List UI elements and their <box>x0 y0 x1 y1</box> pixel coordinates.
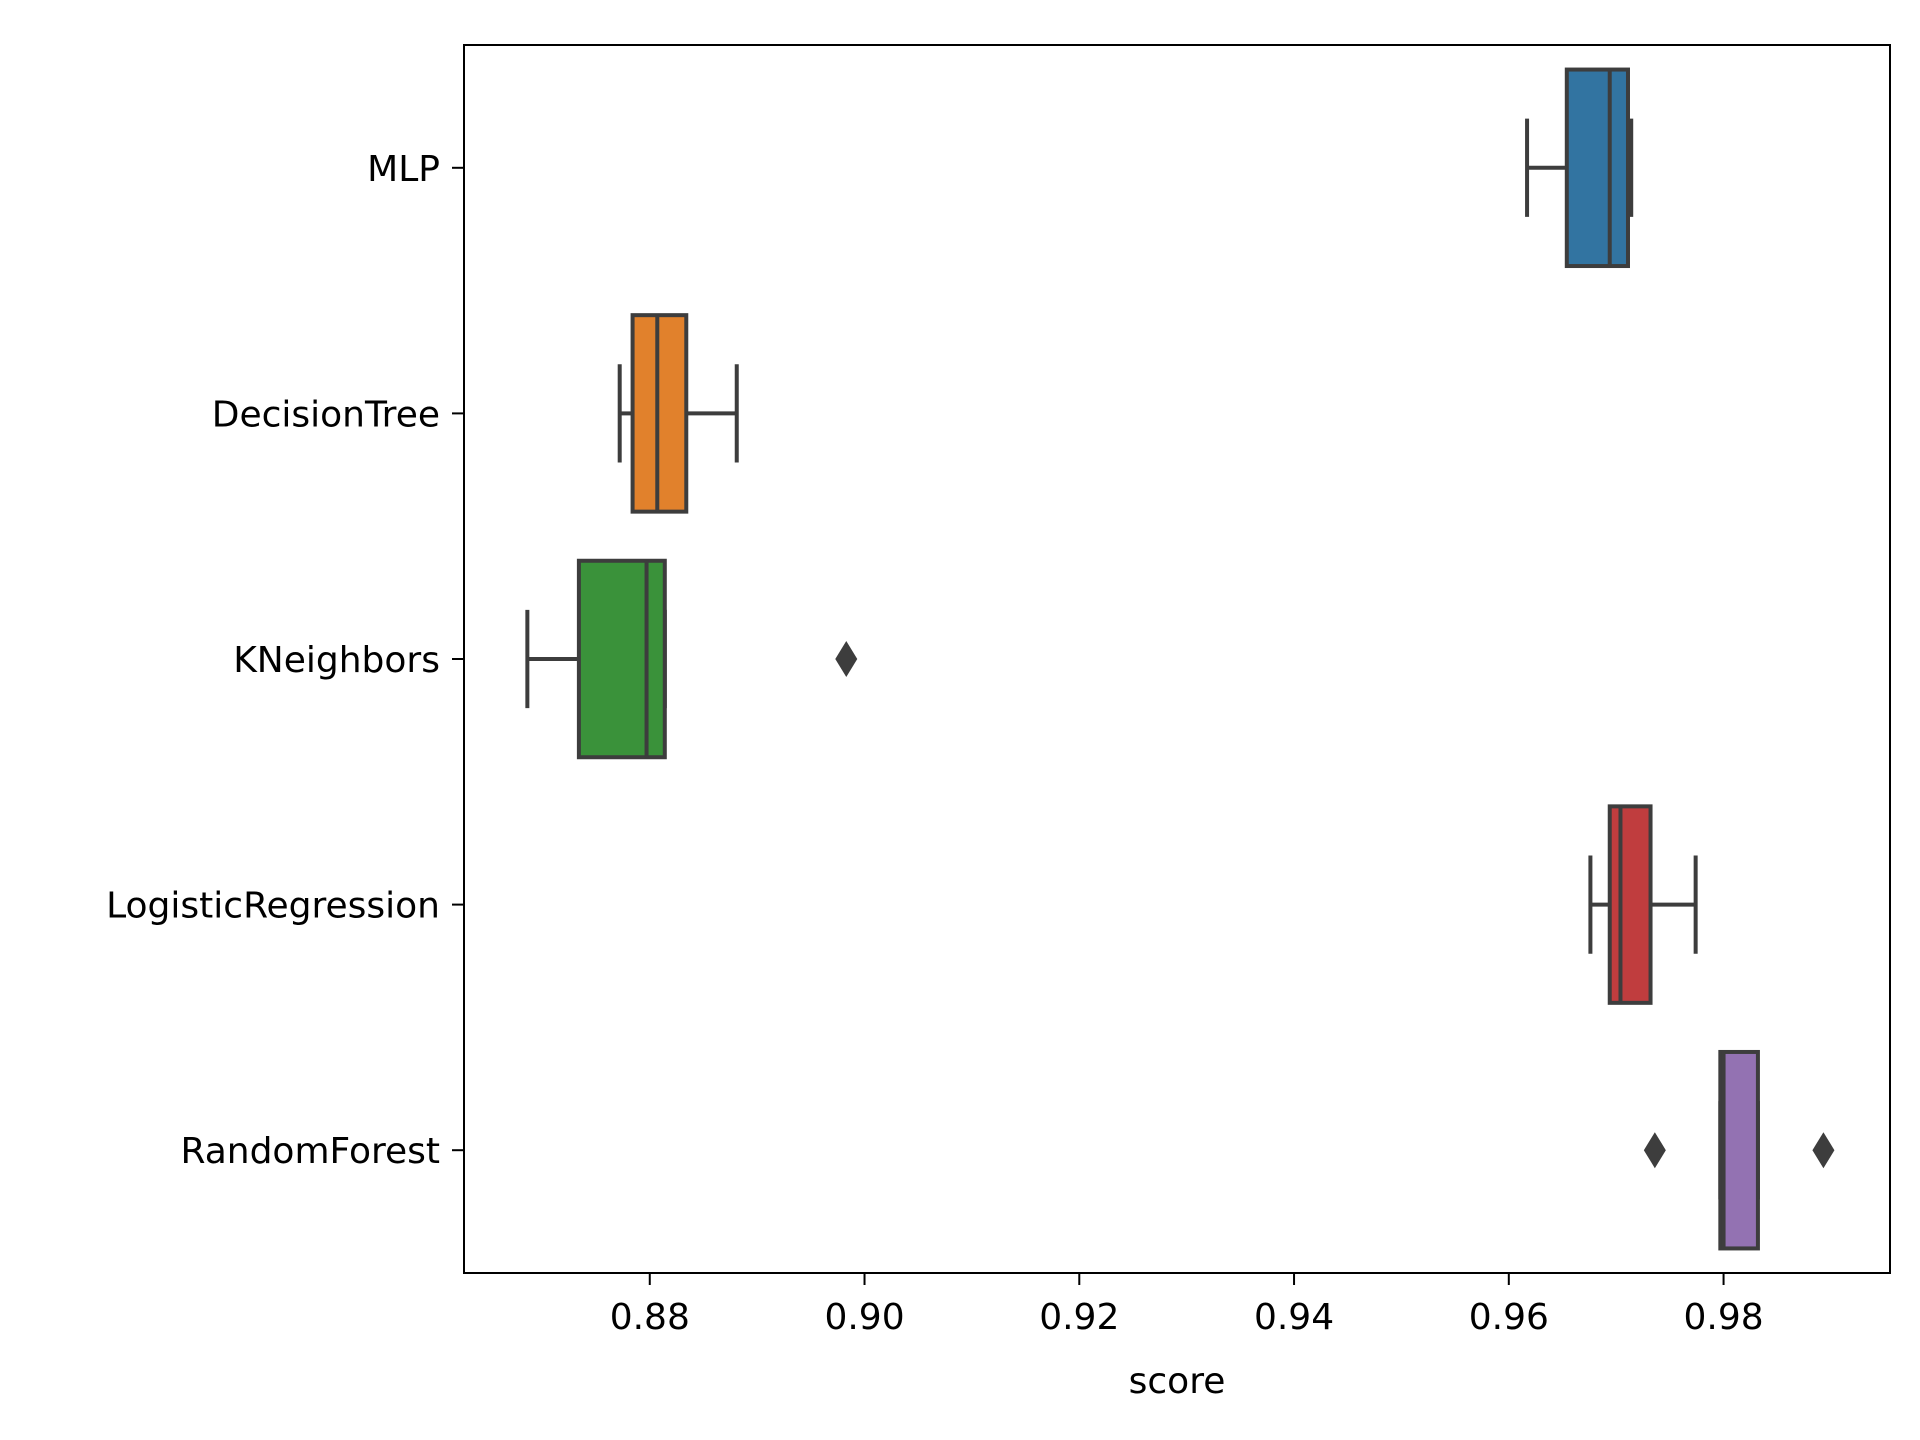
y-tick-label-DecisionTree: DecisionTree <box>212 394 440 435</box>
iqr-box-DecisionTree <box>630 313 689 514</box>
y-tick-label-KNeighbors: KNeighbors <box>233 640 440 681</box>
box-MLP <box>1525 67 1634 269</box>
x-tick-label: 0.94 <box>1254 1297 1334 1338</box>
x-tick-label: 0.98 <box>1683 1297 1763 1338</box>
x-axis: 0.88 0.90 0.92 0.94 0.96 0.98 <box>610 1273 1764 1338</box>
y-axis: MLP DecisionTree KNeighbors LogisticRegress… <box>106 149 464 1172</box>
box-RandomForest <box>1643 1049 1835 1251</box>
iqr-box-RandomForest <box>1718 1049 1760 1251</box>
y-tick-label-RandomForest: RandomForest <box>180 1131 440 1172</box>
iqr-box-KNeighbors <box>576 558 667 760</box>
y-tick-label-LogisticRegression: LogisticRegression <box>106 886 440 927</box>
x-tick-label: 0.90 <box>824 1297 904 1338</box>
x-tick-label: 0.96 <box>1469 1297 1549 1338</box>
x-axis-label: score <box>1129 1361 1226 1402</box>
plot-area <box>525 67 1835 1251</box>
y-tick-label-MLP: MLP <box>367 149 440 190</box>
outlier-RandomForest-1 <box>1812 1132 1835 1169</box>
box-KNeighbors <box>525 558 858 760</box>
box-DecisionTree <box>617 313 739 514</box>
box-LogisticRegression <box>1588 804 1698 1005</box>
outlier-RandomForest-0 <box>1643 1132 1666 1169</box>
x-tick-label: 0.92 <box>1039 1297 1119 1338</box>
iqr-box-LogisticRegression <box>1607 804 1653 1005</box>
iqr-box-MLP <box>1564 67 1630 269</box>
outlier-KNeighbors-0 <box>835 641 858 677</box>
x-tick-label: 0.88 <box>610 1297 690 1338</box>
